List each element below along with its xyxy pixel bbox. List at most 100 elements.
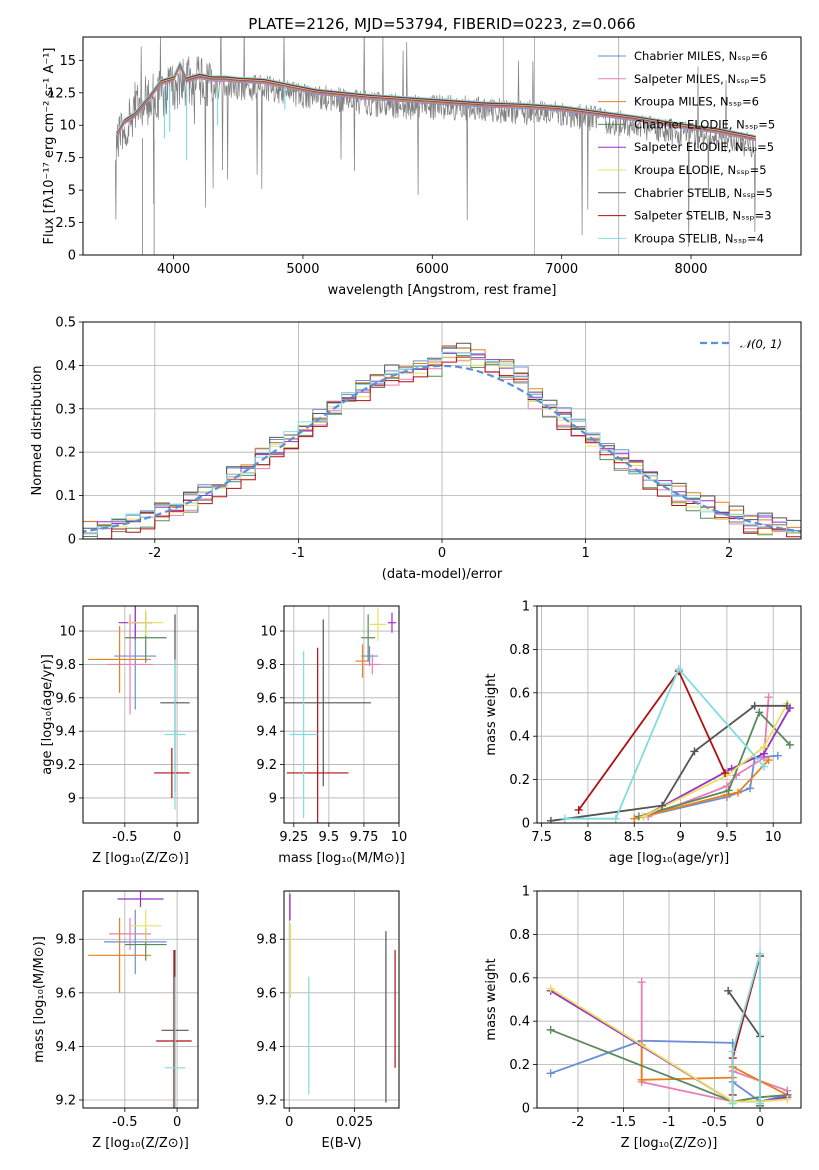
data-point	[127, 609, 164, 637]
y-tick-label: 2.5	[55, 216, 76, 231]
data-point	[284, 619, 371, 787]
x-tick-label: 10	[391, 830, 408, 845]
legend-label: Kroupa ELODIE, Nₛₛₚ=5	[634, 163, 767, 177]
x-axis-label: mass [log₁₀(M/M⊙)]	[278, 851, 405, 866]
point-marker	[756, 1099, 765, 1108]
data-point	[88, 917, 151, 993]
y-tick-label: 9.2	[55, 1093, 76, 1108]
y-tick-label: 9.4	[256, 1040, 277, 1055]
x-axis-label: (data-model)/error	[382, 567, 503, 582]
y-tick-label: 0.4	[509, 1015, 530, 1030]
point-marker	[728, 1099, 737, 1108]
x-tick-label: 9	[676, 830, 684, 845]
series-line	[731, 953, 761, 1104]
data-point	[286, 647, 349, 823]
axes-frame	[283, 890, 400, 1109]
x-axis-label: Z [log₁₀(Z/Z⊙)]	[92, 1136, 189, 1151]
point-marker	[756, 949, 765, 958]
y-tick-label: 1	[522, 885, 530, 900]
y-tick-label: 0.4	[55, 359, 76, 374]
x-tick-label: -1.5	[611, 1115, 636, 1130]
plot-area	[114, 37, 756, 255]
model-line	[116, 63, 756, 140]
point-marker	[750, 701, 759, 710]
y-tick-label: 9.2	[55, 758, 76, 773]
point-marker	[759, 762, 768, 771]
y-tick-label: 9.6	[256, 986, 277, 1001]
y-tick-label: 9.6	[55, 691, 76, 706]
series-line	[564, 667, 765, 820]
data-point	[387, 612, 397, 633]
y-axis-label: mass weight	[484, 958, 499, 1040]
y-tick-label: 12.5	[47, 86, 76, 101]
plot-area	[88, 606, 190, 810]
point-marker	[658, 801, 667, 810]
histogram-step	[83, 356, 801, 539]
legend-label: 𝒩(0, 1)	[740, 337, 782, 351]
x-tick-label: 0.025	[336, 1115, 373, 1130]
model-line	[116, 60, 756, 137]
y-tick-label: 9	[269, 791, 277, 806]
series	[644, 693, 773, 821]
y-tick-label: 0	[522, 817, 530, 832]
plot-area	[88, 891, 192, 1108]
x-tick-label: 1	[581, 546, 589, 561]
y-tick-label: 9.8	[55, 933, 76, 948]
observed-spectrum	[114, 37, 756, 247]
y-tick-label: 0.2	[55, 446, 76, 461]
panel-age_vs_mass: 9.25 9.5 9.75 10 9 9.2 9.4 9.6 9.8 10 mass [log₁₀(…	[256, 605, 408, 866]
panel-weight_vs_z: -2 -1.5 -1 -0.5 0 0 0.2 0.4 0.6 0.8 1 Z [log₁₀(Z/Z⊙…	[484, 885, 802, 1151]
point-marker	[546, 1025, 555, 1034]
chart-title: PLATE=2126, MJD=53794, FIBERID=0223, z=0…	[248, 15, 635, 33]
x-tick-label: 0	[173, 1115, 181, 1130]
y-tick-label: 0.6	[509, 686, 530, 701]
legend: Chabrier MILES, Nₛₛₚ=6 Salpeter MILES, Nₛ…	[598, 49, 775, 245]
point-marker	[721, 769, 730, 778]
x-tick-label: 9.25	[279, 830, 308, 845]
axes-frame	[536, 605, 802, 824]
y-axis-label: Flux [fλ10⁻¹⁷ erg cm⁻² s⁻¹ A⁻¹]	[42, 48, 57, 245]
data-point	[289, 651, 318, 818]
y-tick-label: 0.4	[509, 730, 530, 745]
x-tick-label: 0	[173, 830, 181, 845]
legend-label: Kroupa STELIB, Nₛₛₚ=4	[634, 231, 764, 245]
axes-frame	[82, 36, 802, 256]
plot-area	[83, 342, 801, 539]
model-line	[116, 61, 756, 138]
point-marker	[639, 812, 648, 821]
series	[634, 708, 794, 821]
y-tick-label: 9.6	[55, 986, 76, 1001]
y-tick-label: 9.4	[55, 725, 76, 740]
legend-label: Salpeter MILES, Nₛₛₚ=5	[634, 72, 767, 86]
x-axis-label: wavelength [Angstrom, rest frame]	[328, 283, 557, 298]
point-marker	[764, 693, 773, 702]
panel-weight_vs_age: 7.5 8 8.5 9 9.5 10 0 0.2 0.4 0.6 0.8 1 age [log₁₀(ag…	[484, 600, 802, 866]
y-tick-label: 9.8	[256, 933, 277, 948]
plot-area	[284, 607, 397, 823]
point-marker	[674, 664, 683, 673]
legend-label: Salpeter ELODIE, Nₛₛₚ=5	[634, 140, 774, 154]
x-tick-label: -2	[148, 546, 161, 561]
point-marker	[759, 743, 768, 752]
series-line	[643, 703, 788, 818]
legend-label: Chabrier MILES, Nₛₛₚ=6	[634, 49, 768, 63]
axes-frame	[82, 890, 199, 1109]
point-marker	[783, 1095, 792, 1104]
x-tick-label: 4000	[157, 262, 190, 277]
y-axis-label: Normed distribution	[30, 366, 45, 496]
x-tick-label: -0.5	[112, 830, 137, 845]
y-tick-label: 0.1	[55, 489, 76, 504]
x-tick-label: -1	[663, 1115, 676, 1130]
model-line	[116, 64, 756, 141]
axes-frame	[536, 890, 802, 1109]
model-line	[116, 65, 756, 142]
panel-residuals: -2 -1 0 1 2 0 0.1 0.2 0.3 0.4 0.5 (data-model)/erro…	[30, 316, 802, 582]
x-axis-label: Z [log₁₀(Z/Z⊙)]	[92, 851, 189, 866]
y-tick-label: 0	[68, 249, 76, 264]
y-tick-label: 0.2	[509, 773, 530, 788]
x-tick-label: 0	[285, 1115, 293, 1130]
point-marker	[611, 814, 620, 823]
y-tick-label: 0.8	[509, 643, 530, 658]
y-tick-label: 10	[260, 625, 277, 640]
